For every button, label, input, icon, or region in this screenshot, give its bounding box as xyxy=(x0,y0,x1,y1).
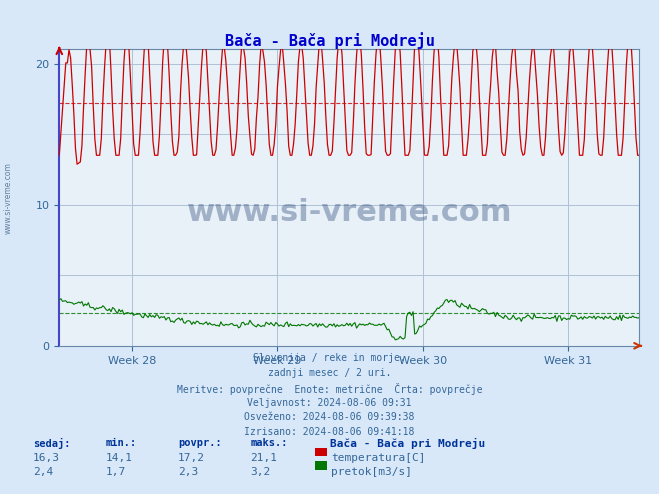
Text: Izrisano: 2024-08-06 09:41:18: Izrisano: 2024-08-06 09:41:18 xyxy=(244,427,415,437)
Text: min.:: min.: xyxy=(105,438,136,448)
Text: Slovenija / reke in morje.: Slovenija / reke in morje. xyxy=(253,353,406,363)
Text: 1,7: 1,7 xyxy=(105,467,126,477)
Text: 14,1: 14,1 xyxy=(105,453,132,463)
Text: Veljavnost: 2024-08-06 09:31: Veljavnost: 2024-08-06 09:31 xyxy=(247,398,412,408)
Text: Bača - Bača pri Modreju: Bača - Bača pri Modreju xyxy=(330,438,485,449)
Text: povpr.:: povpr.: xyxy=(178,438,221,448)
Text: 21,1: 21,1 xyxy=(250,453,277,463)
Text: zadnji mesec / 2 uri.: zadnji mesec / 2 uri. xyxy=(268,368,391,378)
Text: www.si-vreme.com: www.si-vreme.com xyxy=(186,198,512,227)
Text: 16,3: 16,3 xyxy=(33,453,60,463)
Text: Meritve: povprečne  Enote: metrične  Črta: povprečje: Meritve: povprečne Enote: metrične Črta:… xyxy=(177,383,482,395)
Text: 2,3: 2,3 xyxy=(178,467,198,477)
Text: maks.:: maks.: xyxy=(250,438,288,448)
Text: pretok[m3/s]: pretok[m3/s] xyxy=(331,467,412,477)
Text: sedaj:: sedaj: xyxy=(33,438,71,449)
Text: 17,2: 17,2 xyxy=(178,453,205,463)
Text: temperatura[C]: temperatura[C] xyxy=(331,453,425,463)
Text: 2,4: 2,4 xyxy=(33,467,53,477)
Text: Osveženo: 2024-08-06 09:39:38: Osveženo: 2024-08-06 09:39:38 xyxy=(244,412,415,422)
Text: 3,2: 3,2 xyxy=(250,467,271,477)
Text: www.si-vreme.com: www.si-vreme.com xyxy=(3,162,13,234)
Text: Bača - Bača pri Modreju: Bača - Bača pri Modreju xyxy=(225,32,434,49)
